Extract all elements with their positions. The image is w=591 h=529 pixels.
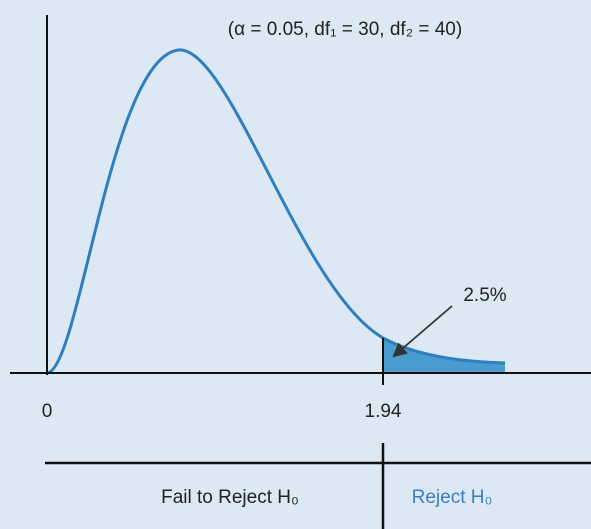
density-curve [46,48,506,375]
region-label: Reject H₀ [412,487,493,508]
rejection-area [383,338,505,373]
x-label: 0 [42,401,53,422]
x-label: 1.94 [365,401,402,422]
region-label: Fail to Reject H₀ [161,487,299,508]
tail-label: 2.5% [463,285,506,306]
annotation: (α = 0.05, df₁ = 30, df₂ = 40) [228,19,462,40]
tail-arrow [392,305,453,358]
